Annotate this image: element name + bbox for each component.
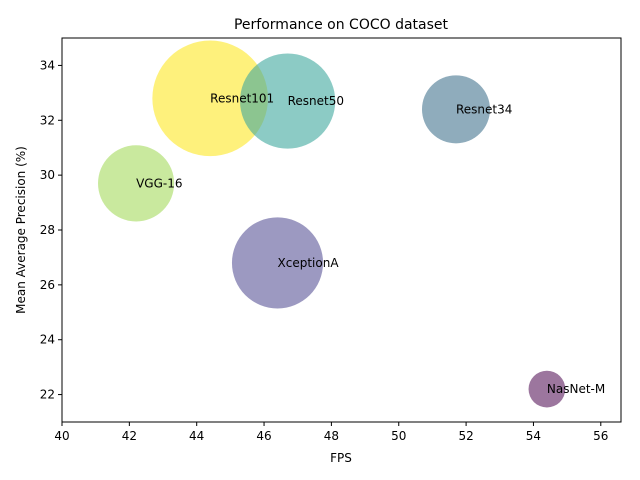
x-tick-label: 52 — [458, 429, 473, 443]
y-axis: 22 24 26 28 30 32 34 — [40, 58, 62, 402]
bubble-label: Resnet101 — [210, 91, 274, 105]
chart-title: Performance on COCO dataset — [234, 17, 449, 33]
bubble-resnet34 — [421, 75, 490, 144]
bubble-label: VGG-16 — [136, 176, 182, 190]
bubble-label: Resnet34 — [456, 102, 512, 116]
x-tick-label: 44 — [189, 429, 204, 443]
bubble-resnet101 — [152, 40, 268, 157]
bubble-vgg-16 — [98, 145, 175, 222]
y-axis-label: Mean Average Precision (%) — [14, 146, 28, 314]
bubble-layer — [98, 40, 566, 408]
x-tick-label: 56 — [593, 429, 608, 443]
y-tick-label: 32 — [40, 113, 55, 127]
bubble-label-layer: Resnet101 Resnet50 Resnet34 VGG-16 XceptionA… — [136, 91, 605, 396]
y-tick-label: 26 — [40, 278, 55, 292]
bubble-nasnet-m — [528, 370, 566, 408]
bubble-resnet50 — [240, 53, 336, 149]
x-tick-label: 46 — [256, 429, 271, 443]
bubble-label: Resnet50 — [288, 94, 344, 108]
y-tick-label: 24 — [40, 333, 55, 347]
y-tick-label: 28 — [40, 223, 55, 237]
x-tick-label: 48 — [324, 429, 339, 443]
x-tick-label: 42 — [122, 429, 137, 443]
x-tick-label: 40 — [54, 429, 69, 443]
x-axis-label: FPS — [330, 451, 352, 465]
bubble-label: XceptionA — [278, 256, 340, 270]
y-tick-label: 34 — [40, 58, 55, 72]
y-tick-label: 22 — [40, 388, 55, 402]
bubble-xceptiona — [231, 217, 324, 309]
x-axis: 40 42 44 46 48 50 52 54 56 — [54, 422, 608, 443]
y-tick-label: 30 — [40, 168, 55, 182]
x-tick-label: 54 — [526, 429, 541, 443]
bubble-label: NasNet-M — [547, 382, 605, 396]
x-tick-label: 50 — [391, 429, 406, 443]
